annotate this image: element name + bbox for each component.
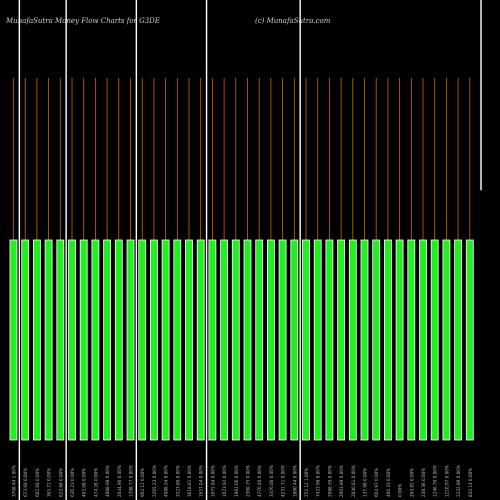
tick-label-1: 673.68 0.00% — [23, 468, 28, 497]
bar-1 — [21, 239, 30, 441]
bar-29 — [348, 239, 357, 441]
bar-9 — [114, 239, 123, 441]
tick-label-0: 3708.44 1.00% — [12, 465, 17, 497]
tick-label-3: 365.72 0.00% — [47, 468, 52, 497]
bar-16 — [196, 239, 205, 441]
bar-4 — [56, 239, 65, 441]
tick-label-7: 474.28 0.00% — [93, 468, 98, 497]
tick-label-8: 4888.98 0.00% — [105, 465, 110, 497]
chart-title: MunafaSutra Money Flow Charts for G3DE — [6, 17, 160, 25]
bar-32 — [383, 239, 392, 441]
bar-19 — [231, 239, 240, 441]
bar-17 — [208, 239, 217, 441]
tick-label-17: 1675.84 0.00% — [210, 465, 215, 497]
tick-label-20: 2360.75 0.00% — [246, 465, 251, 497]
bar-10 — [126, 239, 135, 441]
bar-21 — [255, 239, 264, 441]
tick-label-16: 1657.04 0.00% — [199, 465, 204, 497]
bar-31 — [372, 239, 381, 441]
tick-label-6: 462.08 0.00% — [82, 468, 87, 497]
tick-label-5: 636.23 0.00% — [70, 468, 75, 497]
tick-label-15: 3018.01 0.00% — [187, 465, 192, 497]
bar-7 — [91, 239, 100, 441]
bar-24 — [290, 239, 299, 441]
bar-23 — [278, 239, 287, 441]
bar-20 — [243, 239, 252, 441]
tick-label-23: 4231.71 0.00% — [281, 465, 286, 497]
bar-18 — [220, 239, 229, 441]
tick-label-14: 3323.80 0.00% — [175, 465, 180, 497]
tick-label-31: 664.97 0.00% — [374, 468, 379, 497]
tick-label-33: 0.00% — [398, 484, 403, 497]
site-credit: (c) MunafaSutra.com — [255, 17, 331, 25]
tick-label-34: 204.85 0.00% — [409, 468, 414, 497]
tick-label-22: 3376.00 0.00% — [269, 465, 274, 497]
bar-39 — [465, 239, 474, 441]
bar-27 — [325, 239, 334, 441]
tick-label-9: 2044.90 0.00% — [117, 465, 122, 497]
bar-36 — [430, 239, 439, 441]
bar-6 — [79, 239, 88, 441]
tick-label-18: 1623.92 0.00% — [222, 465, 227, 497]
tick-label-38: 2232.89 0.00% — [456, 465, 461, 497]
bar-37 — [442, 239, 451, 441]
bar-25 — [302, 239, 310, 441]
bar-8 — [103, 239, 111, 441]
bar-34 — [407, 239, 416, 441]
bar-13 — [161, 239, 170, 441]
tick-label-11: 962.12 0.00% — [140, 468, 145, 497]
bar-22 — [266, 239, 275, 441]
bar-35 — [419, 239, 427, 441]
tick-label-4: 623.88 0.00% — [58, 468, 63, 497]
tick-label-13: 4088.54 0.00% — [164, 465, 169, 497]
tick-label-37: 1210.97 0.00% — [444, 465, 449, 497]
bar-30 — [360, 239, 369, 441]
tick-label-25: 252.12 1.00% — [304, 468, 309, 497]
bar-5 — [68, 239, 76, 441]
bar-3 — [44, 239, 53, 441]
tick-label-10: 1398.77 0.00% — [129, 465, 134, 497]
tick-label-28: 2903.89 0.00% — [339, 465, 344, 497]
bar-28 — [337, 239, 346, 441]
tick-label-27: 2988.59 0.00% — [327, 465, 332, 497]
tick-label-19: 1981.06 0.00% — [234, 465, 239, 497]
tick-label-21: 4770.40 0.00% — [257, 465, 262, 497]
bar-15 — [185, 239, 193, 441]
tick-label-32: 406.33 0.00% — [386, 468, 391, 497]
tick-label-24: 1880.44 0.00% — [292, 465, 297, 497]
bar-26 — [313, 239, 322, 441]
tick-label-39: 832.14 0.00% — [468, 468, 473, 497]
tick-label-30: 137.98 0.00% — [363, 468, 368, 497]
tick-label-26: 7423.98 0.00% — [316, 465, 321, 497]
bar-12 — [149, 239, 158, 441]
bar-14 — [173, 239, 182, 441]
bar-11 — [138, 239, 147, 441]
bar-33 — [395, 239, 404, 441]
bar-0 — [9, 239, 18, 441]
tick-label-2: 602.68 0.00% — [35, 468, 40, 497]
tick-label-29: 2840.81 0.00% — [351, 465, 356, 497]
tick-label-12: 2265.23 0.00% — [152, 465, 157, 497]
tick-label-35: 248.38 0.00% — [421, 468, 426, 497]
bar-2 — [33, 239, 41, 441]
bar-38 — [454, 239, 463, 441]
tick-label-36: 1246.70 0.00% — [433, 465, 438, 497]
